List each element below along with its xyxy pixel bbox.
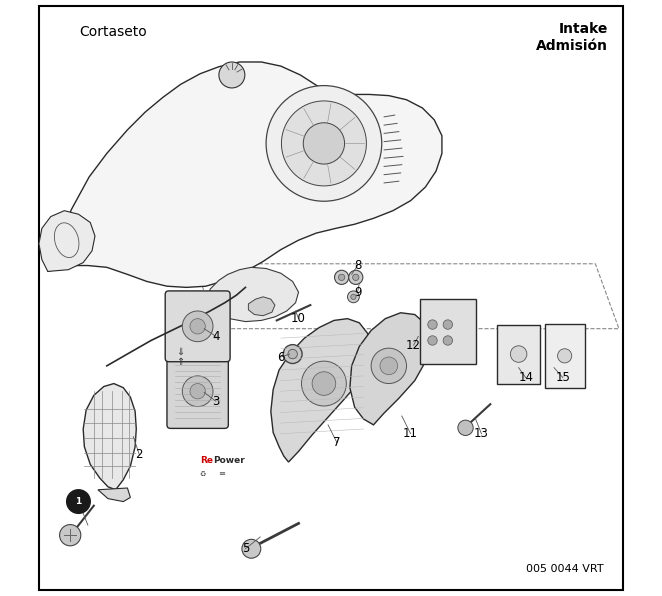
Circle shape	[266, 86, 382, 201]
Circle shape	[182, 376, 213, 406]
Circle shape	[301, 361, 346, 406]
Circle shape	[190, 319, 205, 334]
Circle shape	[353, 274, 359, 281]
Circle shape	[443, 320, 453, 329]
Text: 5: 5	[242, 542, 249, 555]
Circle shape	[428, 336, 437, 345]
Circle shape	[60, 524, 81, 546]
Polygon shape	[48, 62, 442, 287]
Circle shape	[338, 274, 345, 281]
Polygon shape	[271, 319, 371, 462]
Circle shape	[458, 420, 473, 436]
Text: 8: 8	[354, 259, 361, 272]
Text: ⇓: ⇓	[177, 347, 185, 357]
Text: 12: 12	[406, 339, 421, 352]
Circle shape	[283, 344, 302, 364]
FancyBboxPatch shape	[545, 324, 585, 387]
Circle shape	[242, 539, 261, 558]
Text: Cortaseto: Cortaseto	[79, 25, 146, 39]
Circle shape	[303, 123, 344, 164]
Text: 9: 9	[354, 285, 361, 299]
Circle shape	[349, 270, 363, 284]
Text: 005 0044 VRT: 005 0044 VRT	[526, 564, 604, 574]
Text: 1: 1	[75, 497, 81, 506]
Circle shape	[380, 357, 398, 375]
Polygon shape	[350, 313, 428, 425]
Circle shape	[190, 384, 205, 399]
Text: 15: 15	[555, 371, 571, 384]
Text: 4: 4	[213, 330, 220, 343]
FancyBboxPatch shape	[497, 325, 540, 384]
Circle shape	[443, 336, 453, 345]
Circle shape	[371, 348, 406, 384]
Circle shape	[67, 490, 90, 513]
Text: 6: 6	[277, 350, 285, 364]
Text: ⇑: ⇑	[177, 357, 185, 367]
FancyBboxPatch shape	[166, 291, 230, 362]
Polygon shape	[98, 488, 130, 502]
Text: 7: 7	[333, 436, 341, 449]
Text: 11: 11	[403, 427, 418, 440]
Circle shape	[219, 62, 245, 88]
Circle shape	[312, 372, 336, 395]
Circle shape	[348, 291, 359, 303]
Circle shape	[351, 294, 356, 299]
Text: ≡: ≡	[218, 469, 225, 479]
Text: 3: 3	[213, 395, 220, 408]
Circle shape	[428, 320, 437, 329]
Polygon shape	[248, 297, 275, 316]
Circle shape	[557, 349, 572, 363]
Text: Intake
Admisión: Intake Admisión	[536, 22, 608, 53]
Text: ♻: ♻	[199, 471, 205, 477]
Text: Power: Power	[213, 457, 245, 465]
Text: 13: 13	[474, 427, 489, 440]
Circle shape	[281, 101, 366, 186]
Text: 2: 2	[136, 448, 143, 461]
Polygon shape	[39, 210, 95, 271]
FancyBboxPatch shape	[420, 299, 475, 364]
Text: 14: 14	[518, 371, 533, 384]
Polygon shape	[83, 384, 136, 490]
Circle shape	[288, 349, 297, 359]
Circle shape	[182, 311, 213, 342]
FancyBboxPatch shape	[167, 358, 228, 429]
Text: 10: 10	[291, 312, 306, 325]
Text: Re: Re	[200, 457, 213, 465]
Circle shape	[334, 270, 349, 284]
Circle shape	[510, 346, 527, 362]
Polygon shape	[210, 268, 299, 322]
